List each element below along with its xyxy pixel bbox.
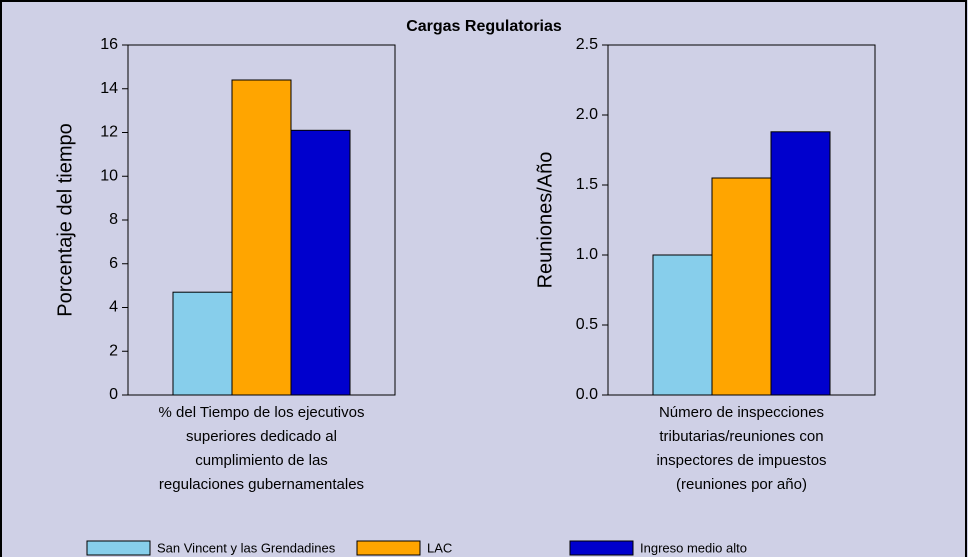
chart-title: Cargas Regulatorias (406, 18, 562, 35)
y-tick-label: 10 (100, 167, 118, 184)
y-tick-label: 1.5 (576, 176, 598, 193)
legend-label: San Vincent y las Grendadines (157, 540, 336, 555)
legend-swatch (356, 540, 421, 556)
y-tick-label: 6 (109, 255, 118, 272)
y-tick-label: 4 (109, 299, 118, 316)
legend-swatch (569, 540, 634, 556)
y-tick-label: 2.5 (576, 36, 598, 53)
y-axis-label: Reuniones/Año (534, 152, 556, 289)
x-category-label: % del Tiempo de los ejecutivos superiore… (158, 404, 365, 493)
bar (711, 177, 772, 396)
bar (172, 291, 233, 396)
x-category-label: Número de inspecciones tributarias/reuni… (656, 404, 827, 493)
y-tick-label: 16 (100, 36, 118, 53)
legend-swatch (86, 540, 151, 556)
legend-label: Ingreso medio alto (640, 540, 747, 555)
bar (652, 254, 713, 396)
legend-label: LAC (427, 540, 452, 555)
bar (290, 129, 351, 396)
bar (231, 79, 292, 396)
y-axis-label: Porcentaje del tiempo (54, 123, 76, 316)
y-tick-label: 0.0 (576, 386, 598, 403)
y-tick-label: 2 (109, 342, 118, 359)
bar (770, 131, 831, 396)
y-tick-label: 14 (100, 80, 118, 97)
y-tick-label: 2.0 (576, 106, 598, 123)
y-tick-label: 0.5 (576, 316, 598, 333)
y-tick-label: 12 (100, 124, 118, 141)
y-tick-label: 0 (109, 386, 118, 403)
y-tick-label: 1.0 (576, 246, 598, 263)
y-tick-label: 8 (109, 211, 118, 228)
